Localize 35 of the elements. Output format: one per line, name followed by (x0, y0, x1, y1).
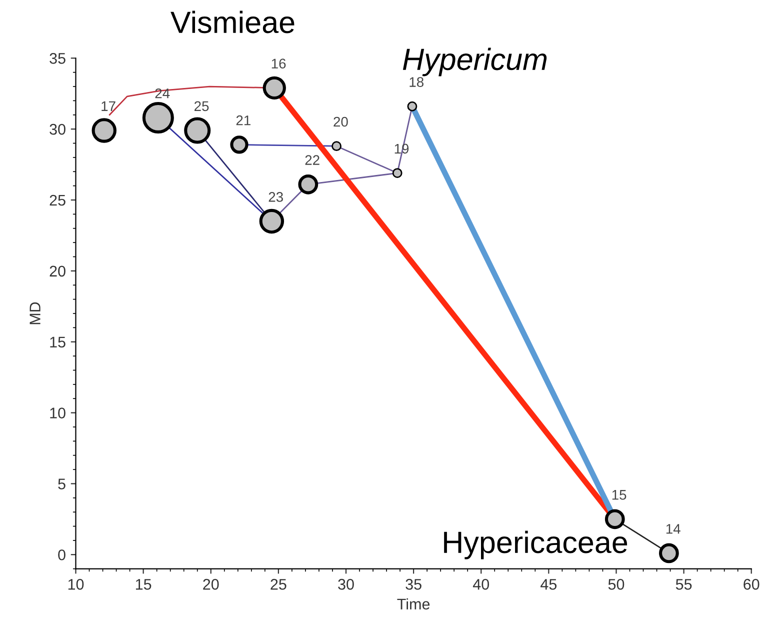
annotation: 18 (410, 77, 424, 87)
x-tick-label: 55 (676, 579, 692, 590)
annotation: 15 (612, 490, 626, 500)
annotation: Hypericum (402, 48, 547, 76)
x-tick-label: 40 (472, 578, 490, 590)
x-tick-label: 35 (406, 578, 422, 590)
y-tick-label: 0 (58, 549, 66, 560)
x-tick-label: 50 (608, 578, 624, 590)
x-tick-label: 30 (338, 578, 354, 590)
x-axis-title: Time (397, 598, 430, 610)
x-tick-label: 15 (136, 579, 152, 590)
y-tick-label: 30 (50, 124, 66, 135)
x-tick-label: 25 (270, 578, 286, 590)
y-axis-title: MD (30, 302, 40, 324)
x-tick-label: 10 (68, 578, 84, 590)
y-tick-label: 20 (50, 266, 66, 277)
x-tick-label: 45 (540, 579, 557, 590)
annotation: Hypericaceae (444, 530, 628, 560)
x-tick-label: 60 (744, 578, 760, 590)
annotation: 24 (155, 88, 170, 98)
annotation: 16 (272, 58, 286, 69)
y-tick-label: 10 (50, 408, 66, 418)
y-tick-label: 15 (50, 336, 66, 348)
text: Vismieae (170, 10, 294, 34)
annotation: 22 (305, 155, 320, 165)
annotation: 25 (194, 101, 209, 112)
annotation: 23 (268, 192, 283, 202)
annotation: 17 (102, 101, 116, 111)
annotation: 14 (666, 524, 680, 534)
annotation: 20 (334, 116, 348, 127)
y-tick-label: 5 (58, 478, 66, 490)
annotation: 21 (236, 115, 250, 126)
y-tick-label: 35 (50, 53, 66, 64)
y-tick-label: 25 (50, 194, 66, 206)
x-tick-label: 20 (203, 578, 219, 590)
